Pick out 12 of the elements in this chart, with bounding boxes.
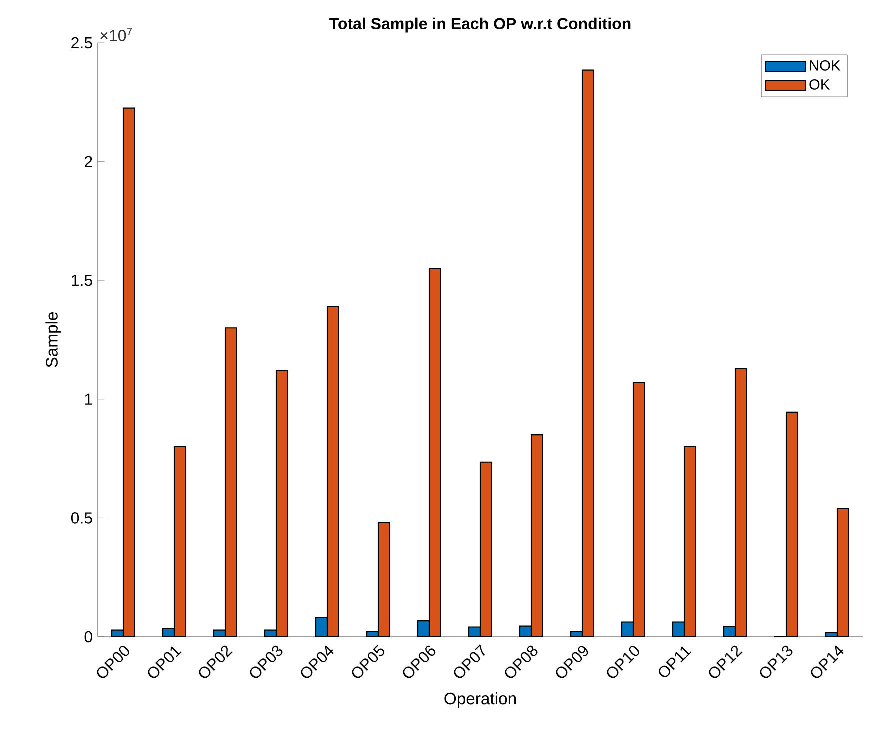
y-tick-label: 1.5 — [72, 275, 92, 286]
y-tick-label: 0.5 — [71, 512, 92, 524]
y-tick-label: 0 — [84, 631, 92, 643]
chart-title: Total Sample in Each OP w.r.t Condition — [330, 18, 631, 33]
y-tick-label: 2 — [84, 156, 92, 168]
x-axis-title: Operation — [444, 692, 516, 708]
y-tick-label: 2.5 — [72, 37, 92, 49]
legend-label: OK — [810, 80, 830, 90]
y-axis-title: Sample — [46, 312, 62, 368]
y-tick-label: 1 — [85, 394, 92, 405]
legend-label: NOK — [810, 60, 841, 71]
text: ×10$^{7}$ — [100, 28, 132, 42]
